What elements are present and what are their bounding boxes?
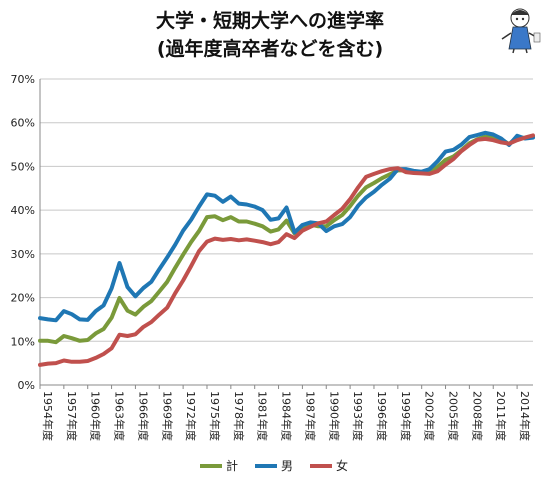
x-tick-label: 1954年度 <box>41 391 55 441</box>
y-tick-label: 0% <box>18 379 35 392</box>
series-line-2 <box>38 130 535 323</box>
x-axis: 1954年度 1957年度 1960年度 1963年度 1966年度 1969年度 1972… <box>39 385 532 441</box>
x-tick-label: 1978年度 <box>232 391 246 441</box>
y-tick-label: 10% <box>11 335 35 348</box>
x-tick-label: 1957年度 <box>65 391 79 441</box>
y-tick-label: 70% <box>11 73 35 86</box>
mascot-illustration <box>501 8 541 54</box>
legend: 計男女 <box>200 458 348 473</box>
y-tick-label: 50% <box>11 160 35 173</box>
legend-label: 女 <box>336 458 348 473</box>
x-tick-label: 2002年度 <box>423 391 437 441</box>
x-tick-label: 1975年度 <box>208 391 222 441</box>
x-tick-label: 1963年度 <box>113 391 127 441</box>
x-tick-label: 1981年度 <box>256 391 270 441</box>
x-tick-label: 2008年度 <box>470 391 484 441</box>
legend-label: 計 <box>226 458 238 473</box>
series-line-1 <box>38 134 535 345</box>
x-tick-label: 2014年度 <box>518 391 532 441</box>
x-tick-label: 1960年度 <box>89 391 103 441</box>
x-tick-label: 1990年度 <box>327 391 341 441</box>
x-tick-label: 1972年度 <box>184 391 198 441</box>
series-line-3 <box>38 133 535 367</box>
x-tick-label: 1996年度 <box>375 391 389 441</box>
y-tick-label: 60% <box>11 117 35 130</box>
y-tick-label: 20% <box>11 292 35 305</box>
y-tick-label: 40% <box>11 204 35 217</box>
y-tick-label: 30% <box>11 248 35 261</box>
chart-subtitle: (過年度高卒者などを含む) <box>157 37 383 60</box>
x-tick-label: 2005年度 <box>447 391 461 441</box>
x-tick-label: 1987年度 <box>303 391 317 441</box>
x-tick-label: 1969年度 <box>160 391 174 441</box>
y-axis: 0% 10% 20% 30% 40% 50% 60% 70% <box>11 73 533 392</box>
legend-label: 男 <box>281 459 293 473</box>
series-lines <box>38 130 535 367</box>
gridlines <box>40 78 533 386</box>
x-tick-label: 1966年度 <box>136 391 150 441</box>
x-tick-label: 1999年度 <box>399 391 413 441</box>
x-tick-label: 2011年度 <box>494 391 508 441</box>
x-tick-label: 1993年度 <box>351 391 365 441</box>
x-tick-label: 1984年度 <box>280 391 294 441</box>
chart-title: 大学・短期大学への進学率 <box>156 9 384 32</box>
